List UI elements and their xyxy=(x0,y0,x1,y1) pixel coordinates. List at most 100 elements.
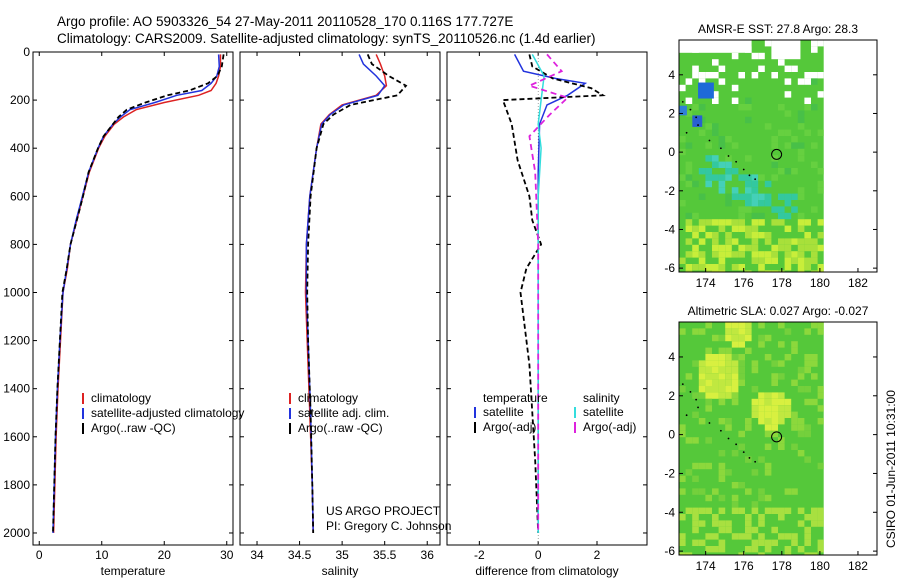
sla_map-cell xyxy=(784,411,792,418)
sla_map-cell xyxy=(718,539,726,546)
sla_map-cell xyxy=(804,533,811,540)
sst_map-cell xyxy=(764,123,772,130)
sst_map-cell xyxy=(797,148,805,156)
sla_map-cell xyxy=(745,520,752,527)
salinity-frame xyxy=(239,51,441,546)
sst-missing-cell xyxy=(692,40,736,47)
sst_map-coast-dot xyxy=(727,155,730,157)
sst_map-cell xyxy=(751,232,759,239)
sst_map-cell xyxy=(712,97,719,104)
sla_map-cell xyxy=(731,450,739,457)
sla_map-cell xyxy=(718,334,726,342)
sst_map-cell xyxy=(811,270,818,272)
sla_map-cell xyxy=(738,379,745,386)
sla_map-cell xyxy=(771,373,778,380)
sla_map-cell xyxy=(797,430,805,438)
sla_map-cell xyxy=(797,546,805,553)
sla_map-cell xyxy=(778,398,785,406)
sla_map-cell xyxy=(712,392,719,399)
depth-tick-label: 600 xyxy=(10,189,30,203)
sla_map-cell xyxy=(784,552,792,555)
sst_map-cell xyxy=(705,264,712,271)
sla_map-cell xyxy=(712,386,719,393)
sst_map-cell xyxy=(731,187,739,194)
sla_map-coast-dot xyxy=(697,406,699,409)
sla_map-cell xyxy=(718,520,726,527)
sst_map-cell xyxy=(791,257,798,264)
sst_map-cell xyxy=(778,238,785,245)
sst_map-cell xyxy=(784,200,792,207)
sla_map-cell xyxy=(705,386,712,393)
sla_map-coast-dot xyxy=(742,451,745,453)
sla_map-cell xyxy=(698,392,706,399)
sst_map-cell xyxy=(692,244,699,252)
sla_map-cell xyxy=(817,520,824,527)
sst_map-cell xyxy=(745,174,752,181)
sst_map-cell xyxy=(797,251,805,258)
sla_map-cell xyxy=(705,379,712,386)
legend-left-title: temperature xyxy=(483,391,548,405)
sla_map-cell xyxy=(811,354,818,361)
sla_map-coast-dot xyxy=(681,383,684,386)
sla_map-cell xyxy=(797,386,805,393)
sla_map-ytick-label: 2 xyxy=(668,389,675,403)
sst_map-coast-dot xyxy=(742,168,745,171)
sst_map-coast-dot xyxy=(748,174,751,177)
sst_map-cell xyxy=(771,136,778,143)
sla_map-cell xyxy=(712,546,719,553)
sla_map-cell xyxy=(778,392,785,399)
sst_map-cell xyxy=(745,193,752,200)
sla_map-cell xyxy=(718,366,726,374)
sla_map-cell xyxy=(778,507,785,514)
sst_map-cell xyxy=(705,72,712,79)
sst_map-cell xyxy=(745,97,752,104)
sst_map-ytick-label: 2 xyxy=(668,106,675,120)
temperature-legend-label: satellite-adjusted climatology xyxy=(91,406,244,420)
sla_map-coast-dot xyxy=(689,391,692,393)
sst_map-cell xyxy=(692,104,699,111)
legend-left-label: Argo(-adj) xyxy=(483,420,536,434)
sla_map-cell xyxy=(738,373,745,380)
sla_map-cell xyxy=(764,443,772,450)
sst_map-cell xyxy=(811,206,818,213)
sla_map-cell xyxy=(745,322,752,329)
sla_map-cell xyxy=(797,507,805,514)
sst_map-cell xyxy=(698,193,706,200)
sst_map-cell xyxy=(758,232,765,239)
sst_map-cell xyxy=(731,52,739,60)
sst_map-cell xyxy=(705,174,712,181)
sla_map-cell xyxy=(738,552,745,555)
sla_map-cell xyxy=(764,392,772,399)
sla_map-cell xyxy=(791,539,798,546)
sla_map-cell xyxy=(764,398,772,406)
sla_map-cell xyxy=(705,437,712,444)
sst_map-cell xyxy=(745,225,752,232)
sla_map-cell xyxy=(731,334,739,342)
legend-right-label: Argo(-adj) xyxy=(583,420,636,434)
sla_map-title: Altimetric SLA: 0.027 Argo: -0.027 xyxy=(688,304,869,318)
sla_map-cell xyxy=(791,424,798,431)
sst_map-cell xyxy=(738,212,745,220)
sla_map-cell xyxy=(811,322,818,329)
sla_map-cell xyxy=(679,430,686,438)
sla_map-cell xyxy=(778,373,785,380)
sst_map-cell xyxy=(731,251,739,258)
sla_map-cell xyxy=(685,469,693,476)
sla_map-cell xyxy=(679,488,686,495)
sla_map-cell xyxy=(679,533,686,540)
sst_map-xtick-label: 178 xyxy=(772,276,792,290)
sla_map-cell xyxy=(712,334,719,342)
sla_map-cell xyxy=(764,469,772,476)
sla_map-cell xyxy=(758,418,765,425)
sst_map-cell xyxy=(745,244,752,252)
sla_map-cell xyxy=(784,533,792,540)
sst_map-cell xyxy=(698,168,706,175)
sst_map-cell xyxy=(791,206,798,213)
difference-series-temperature-satellite xyxy=(513,54,588,533)
sla_map-cell xyxy=(705,322,712,329)
sst_map-cell xyxy=(778,244,785,252)
sst_map-cell xyxy=(804,244,811,252)
sst_map-cell xyxy=(685,264,693,271)
sla_map-cell xyxy=(692,411,699,418)
salinity-series-argo-raw-qc- xyxy=(306,54,408,534)
